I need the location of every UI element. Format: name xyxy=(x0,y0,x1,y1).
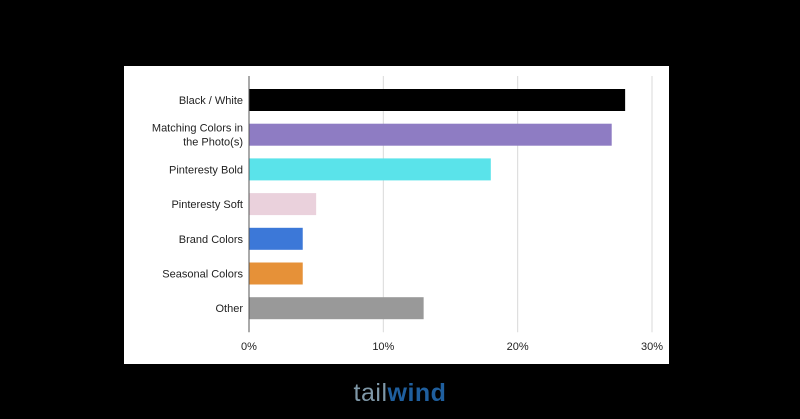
category-label: Other xyxy=(215,303,243,315)
category-label: Pinteresty Soft xyxy=(171,199,243,211)
x-tick-labels: 0% 10% 20% 30% xyxy=(241,341,663,353)
bar xyxy=(249,158,491,181)
chart-card: Black / White Matching Colors in the Photo… xyxy=(124,66,669,364)
bars xyxy=(249,89,626,320)
x-tick-label: 30% xyxy=(641,341,663,353)
bar xyxy=(249,123,612,146)
logo-text-bold: wind xyxy=(387,379,447,407)
grid-lines xyxy=(382,76,653,333)
category-label: Pinteresty Bold xyxy=(169,164,243,176)
x-tick-label: 10% xyxy=(372,341,394,353)
bar-chart: Black / White Matching Colors in the Photo… xyxy=(152,76,663,353)
category-label: Brand Colors xyxy=(179,234,244,246)
bar xyxy=(249,227,303,250)
tailwind-logo: tailwind xyxy=(0,378,800,408)
bar xyxy=(249,193,317,216)
category-label: Matching Colors in the Photo(s) xyxy=(152,123,243,149)
bar xyxy=(249,262,303,285)
bar xyxy=(249,297,424,320)
category-label: Black / White xyxy=(179,95,243,107)
category-labels: Black / White Matching Colors in the Photo… xyxy=(152,95,244,315)
bar xyxy=(249,89,626,111)
x-tick-label: 0% xyxy=(241,341,257,353)
category-label: Seasonal Colors xyxy=(162,269,243,281)
x-tick-label: 20% xyxy=(507,341,529,353)
logo-text-light: tail xyxy=(353,379,388,407)
